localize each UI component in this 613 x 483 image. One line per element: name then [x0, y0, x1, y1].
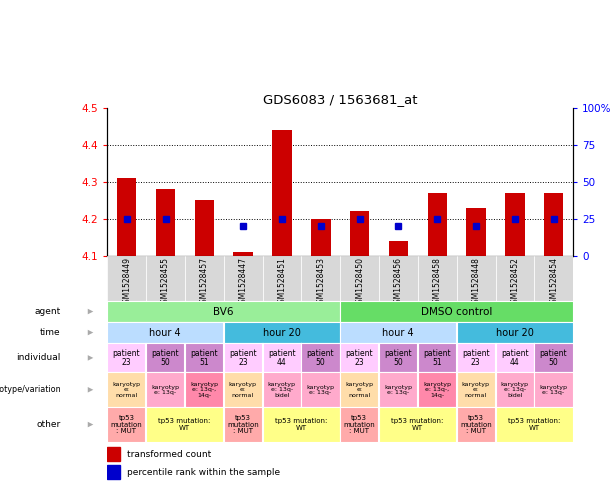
Text: patient
23: patient 23 — [346, 349, 373, 367]
Text: patient
50: patient 50 — [151, 349, 179, 367]
Bar — [195, 200, 214, 256]
Text: karyotyp
e: 13q-,
14q-: karyotyp e: 13q-, 14q- — [423, 382, 451, 398]
Text: GSM1528456: GSM1528456 — [394, 257, 403, 308]
FancyBboxPatch shape — [302, 256, 340, 301]
Text: BV6: BV6 — [213, 307, 234, 316]
FancyBboxPatch shape — [146, 256, 185, 301]
Bar — [466, 208, 486, 256]
Text: patient
51: patient 51 — [423, 349, 451, 367]
Text: GSM1528451: GSM1528451 — [278, 257, 286, 308]
Text: patient
51: patient 51 — [190, 349, 218, 367]
Bar — [117, 178, 136, 256]
Text: GSM1528450: GSM1528450 — [355, 257, 364, 308]
Text: patient
23: patient 23 — [229, 349, 257, 367]
Text: hour 20: hour 20 — [263, 327, 300, 338]
Text: tp53
mutation
: MUT: tp53 mutation : MUT — [227, 415, 259, 434]
Bar — [107, 447, 120, 461]
FancyBboxPatch shape — [185, 256, 224, 301]
FancyBboxPatch shape — [535, 256, 573, 301]
Text: patient
23: patient 23 — [113, 349, 140, 367]
Text: karyotyp
e: 13q-: karyotyp e: 13q- — [539, 384, 568, 395]
FancyBboxPatch shape — [379, 256, 418, 301]
Text: tp53
mutation
: MUT: tp53 mutation : MUT — [343, 415, 375, 434]
Text: patient
50: patient 50 — [539, 349, 567, 367]
FancyBboxPatch shape — [262, 256, 302, 301]
Text: individual: individual — [17, 354, 61, 362]
FancyBboxPatch shape — [107, 256, 146, 301]
Text: patient
50: patient 50 — [306, 349, 334, 367]
Text: karyotyp
e:
normal: karyotyp e: normal — [462, 382, 490, 398]
Text: DMSO control: DMSO control — [421, 307, 492, 316]
Text: transformed count: transformed count — [127, 450, 211, 459]
Text: karyotyp
e: 13q-
bidel: karyotyp e: 13q- bidel — [268, 382, 295, 398]
Bar — [505, 193, 525, 256]
Text: GSM1528453: GSM1528453 — [316, 257, 326, 308]
Text: patient
44: patient 44 — [268, 349, 295, 367]
Text: karyotyp
e: 13q-: karyotyp e: 13q- — [384, 384, 412, 395]
Text: GSM1528455: GSM1528455 — [161, 257, 170, 308]
FancyBboxPatch shape — [340, 256, 379, 301]
Text: tp53 mutation:
WT: tp53 mutation: WT — [158, 418, 211, 431]
Text: GSM1528457: GSM1528457 — [200, 257, 209, 308]
Text: patient
23: patient 23 — [462, 349, 490, 367]
Bar — [311, 219, 330, 256]
Bar — [107, 465, 120, 479]
Text: karyotyp
e:
normal: karyotyp e: normal — [112, 382, 140, 398]
Text: patient
44: patient 44 — [501, 349, 528, 367]
Text: karyotyp
e: 13q-
bidel: karyotyp e: 13q- bidel — [501, 382, 528, 398]
Bar — [350, 212, 370, 256]
FancyBboxPatch shape — [224, 256, 262, 301]
Bar — [389, 241, 408, 256]
Text: patient
50: patient 50 — [384, 349, 412, 367]
Text: tp53 mutation:
WT: tp53 mutation: WT — [391, 418, 444, 431]
Text: GSM1528448: GSM1528448 — [471, 257, 481, 308]
FancyBboxPatch shape — [418, 256, 457, 301]
Text: GSM1528454: GSM1528454 — [549, 257, 558, 308]
Text: GSM1528452: GSM1528452 — [511, 257, 519, 308]
Text: karyotyp
e:
normal: karyotyp e: normal — [229, 382, 257, 398]
Text: agent: agent — [34, 307, 61, 316]
Text: tp53 mutation:
WT: tp53 mutation: WT — [275, 418, 327, 431]
FancyBboxPatch shape — [495, 256, 535, 301]
Text: hour 4: hour 4 — [383, 327, 414, 338]
Text: karyotyp
e: 13q-: karyotyp e: 13q- — [306, 384, 335, 395]
Title: GDS6083 / 1563681_at: GDS6083 / 1563681_at — [263, 93, 417, 106]
Text: karyotyp
e:
normal: karyotyp e: normal — [345, 382, 373, 398]
Bar — [544, 193, 563, 256]
Text: GSM1528449: GSM1528449 — [122, 257, 131, 308]
Bar — [428, 193, 447, 256]
Text: GSM1528447: GSM1528447 — [238, 257, 248, 308]
Text: percentile rank within the sample: percentile rank within the sample — [127, 468, 280, 477]
Bar — [272, 130, 292, 256]
Text: tp53
mutation
: MUT: tp53 mutation : MUT — [110, 415, 142, 434]
Text: time: time — [40, 328, 61, 337]
Text: karyotyp
e: 13q-: karyotyp e: 13q- — [151, 384, 179, 395]
Text: hour 4: hour 4 — [150, 327, 181, 338]
Text: hour 20: hour 20 — [496, 327, 533, 338]
Text: GSM1528458: GSM1528458 — [433, 257, 442, 308]
Text: tp53 mutation:
WT: tp53 mutation: WT — [508, 418, 560, 431]
Text: karyotyp
e: 13q-,
14q-: karyotyp e: 13q-, 14q- — [190, 382, 218, 398]
Text: other: other — [36, 420, 61, 429]
FancyBboxPatch shape — [457, 256, 495, 301]
Bar — [156, 189, 175, 256]
Text: genotype/variation: genotype/variation — [0, 385, 61, 394]
Text: tp53
mutation
: MUT: tp53 mutation : MUT — [460, 415, 492, 434]
Bar — [234, 252, 253, 256]
